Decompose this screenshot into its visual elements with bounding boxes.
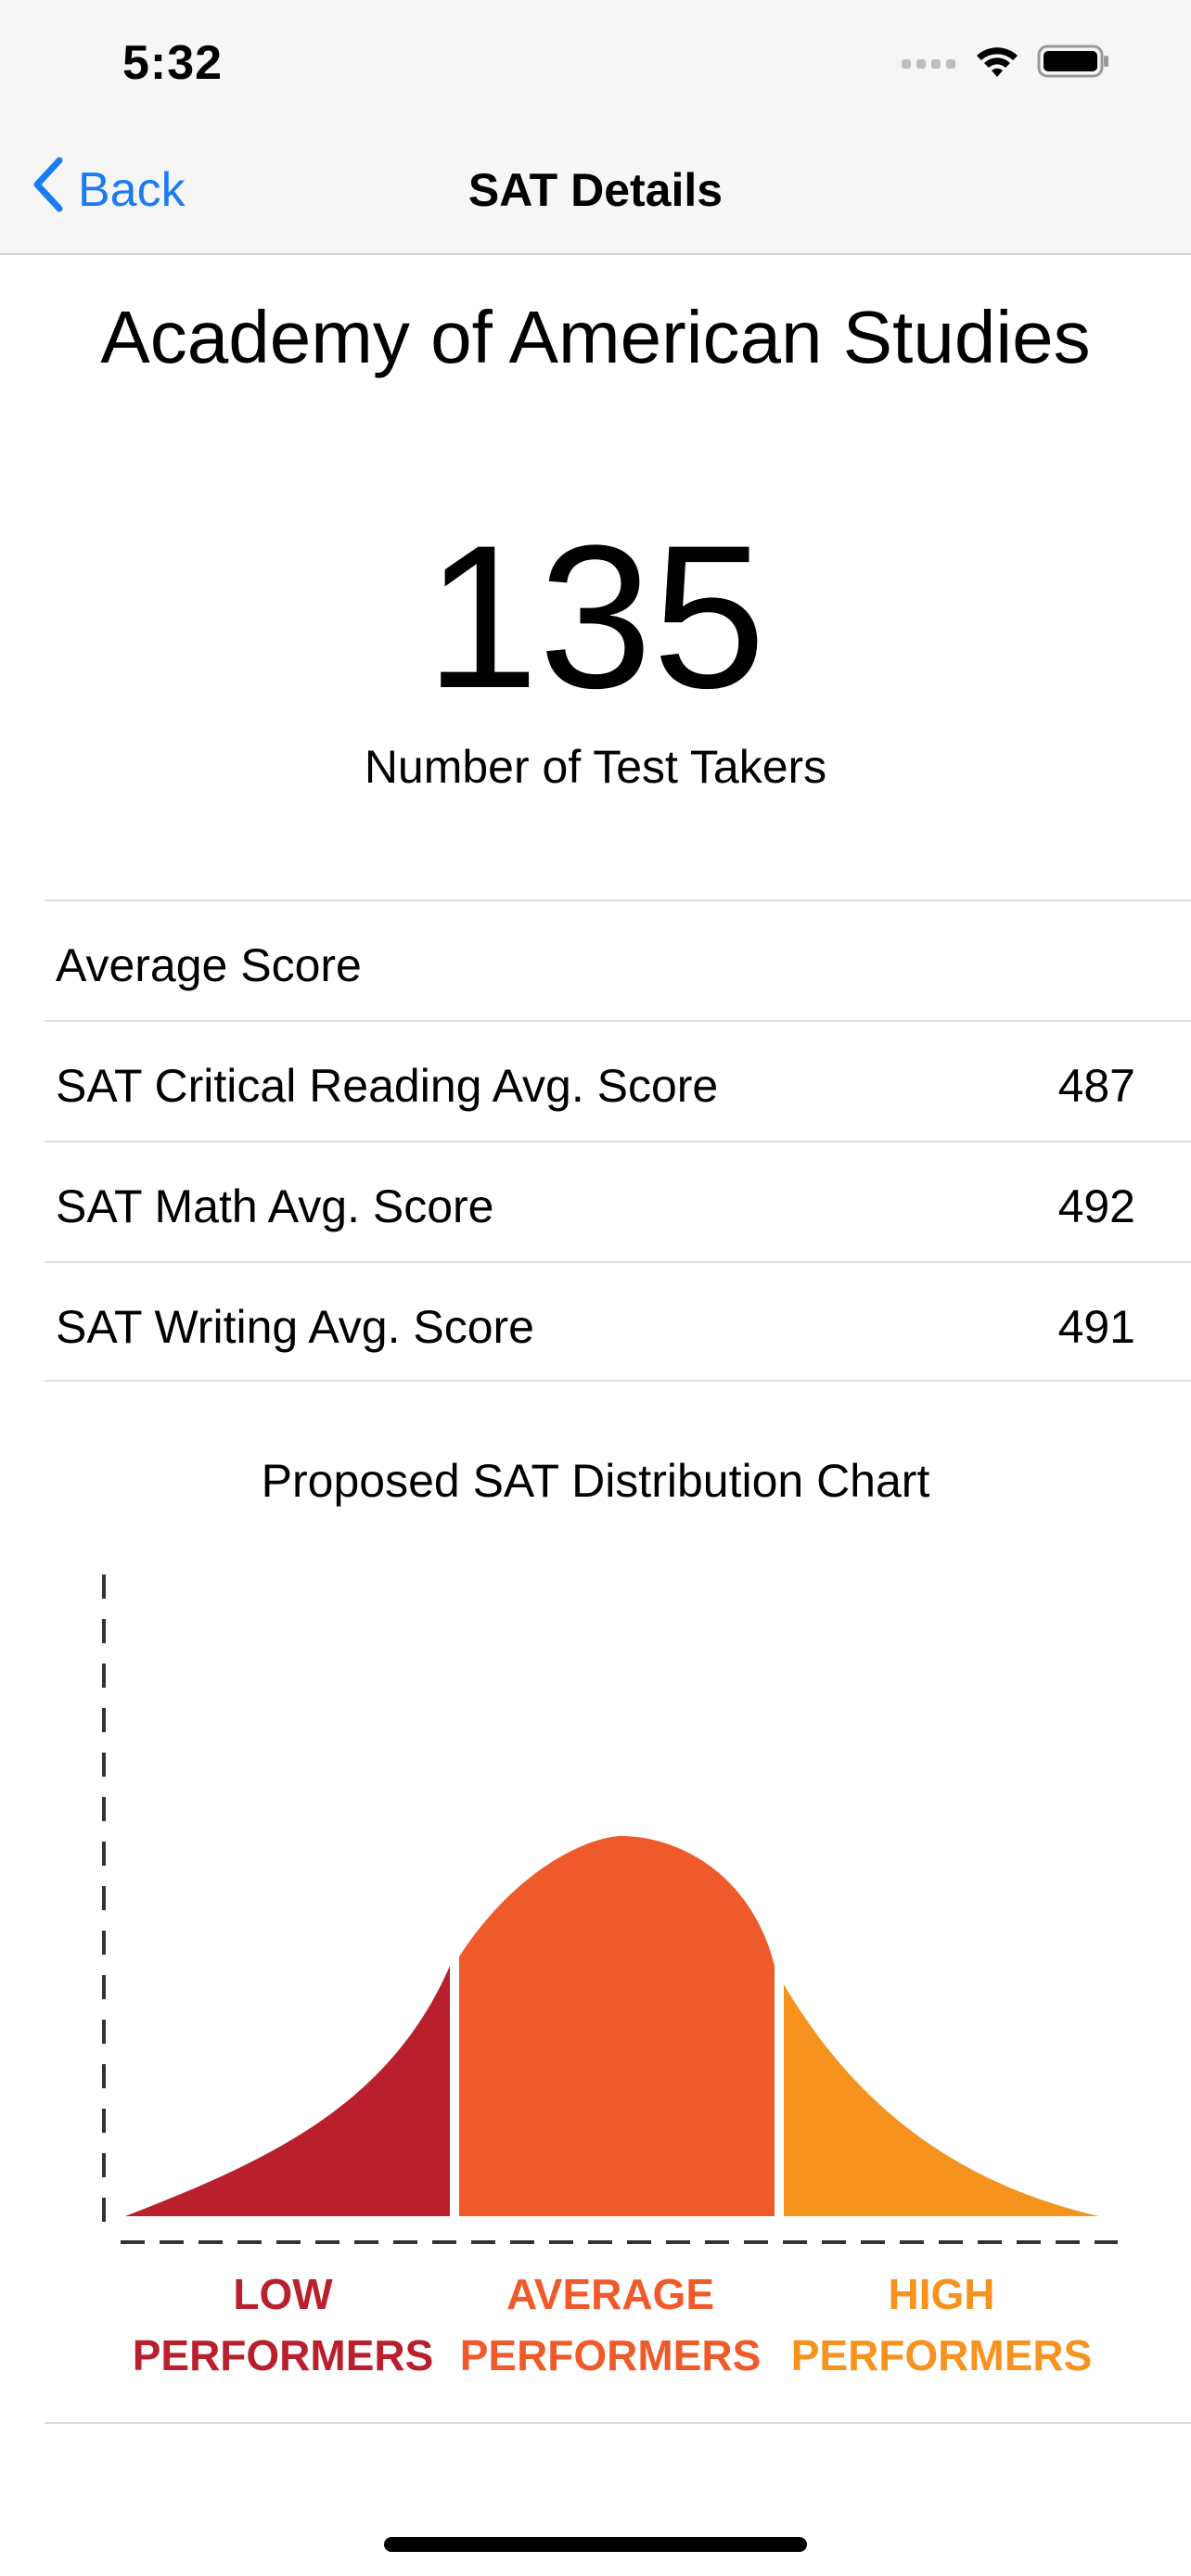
score-header-row: Average Score <box>45 899 1191 1020</box>
bottom-divider <box>45 2422 1191 2424</box>
table-row: SAT Math Avg. Score 492 <box>45 1141 1191 1261</box>
test-taker-count: 135 <box>425 503 766 731</box>
high-performers-label-line1: HIGH <box>889 2270 995 2318</box>
row-value: 491 <box>1057 1301 1135 1353</box>
average-performers-label-line1: AVERAGE <box>506 2270 714 2318</box>
wifi-icon <box>974 43 1020 84</box>
navigation-bar: Back SAT Details <box>0 130 1191 255</box>
cellular-signal-icon <box>902 52 957 75</box>
distribution-chart-graphic: LOW PERFORMERS AVERAGE PERFORMERS HIGH P… <box>102 1575 1118 2379</box>
battery-icon <box>1037 43 1111 84</box>
average-performers-area <box>459 1836 775 2216</box>
test-taker-label: Number of Test Takers <box>364 741 827 793</box>
row-label: SAT Writing Avg. Score <box>56 1301 534 1353</box>
chevron-left-icon <box>32 157 65 224</box>
low-performers-area <box>125 1966 450 2216</box>
status-icons <box>902 43 1111 84</box>
table-row: SAT Critical Reading Avg. Score 487 <box>45 1020 1191 1141</box>
score-header: Average Score <box>56 939 362 991</box>
average-performers-label-line2: PERFORMERS <box>460 2331 762 2379</box>
page-title: SAT Details <box>467 164 724 216</box>
back-button-label: Back <box>78 163 186 217</box>
low-performers-label-line1: LOW <box>233 2270 333 2318</box>
score-table: Average Score SAT Critical Reading Avg. … <box>45 899 1191 1382</box>
home-indicator[interactable] <box>384 2537 807 2552</box>
row-label: SAT Math Avg. Score <box>56 1180 494 1232</box>
high-performers-label-line2: PERFORMERS <box>791 2331 1093 2379</box>
distribution-chart-title: Proposed SAT Distribution Chart <box>261 1455 930 1507</box>
back-button[interactable]: Back <box>32 157 186 224</box>
row-value: 487 <box>1057 1060 1135 1112</box>
status-time: 5:32 <box>122 36 224 90</box>
table-row: SAT Writing Avg. Score 491 <box>45 1261 1191 1382</box>
status-bar: 5:32 <box>0 0 1191 130</box>
school-name: Academy of American Studies <box>100 296 1091 378</box>
distribution-chart: LOW PERFORMERS AVERAGE PERFORMERS HIGH P… <box>83 1567 1132 2383</box>
row-label: SAT Critical Reading Avg. Score <box>56 1060 719 1112</box>
low-performers-label-line2: PERFORMERS <box>133 2331 434 2379</box>
row-value: 492 <box>1057 1180 1135 1232</box>
high-performers-area <box>784 1984 1099 2216</box>
